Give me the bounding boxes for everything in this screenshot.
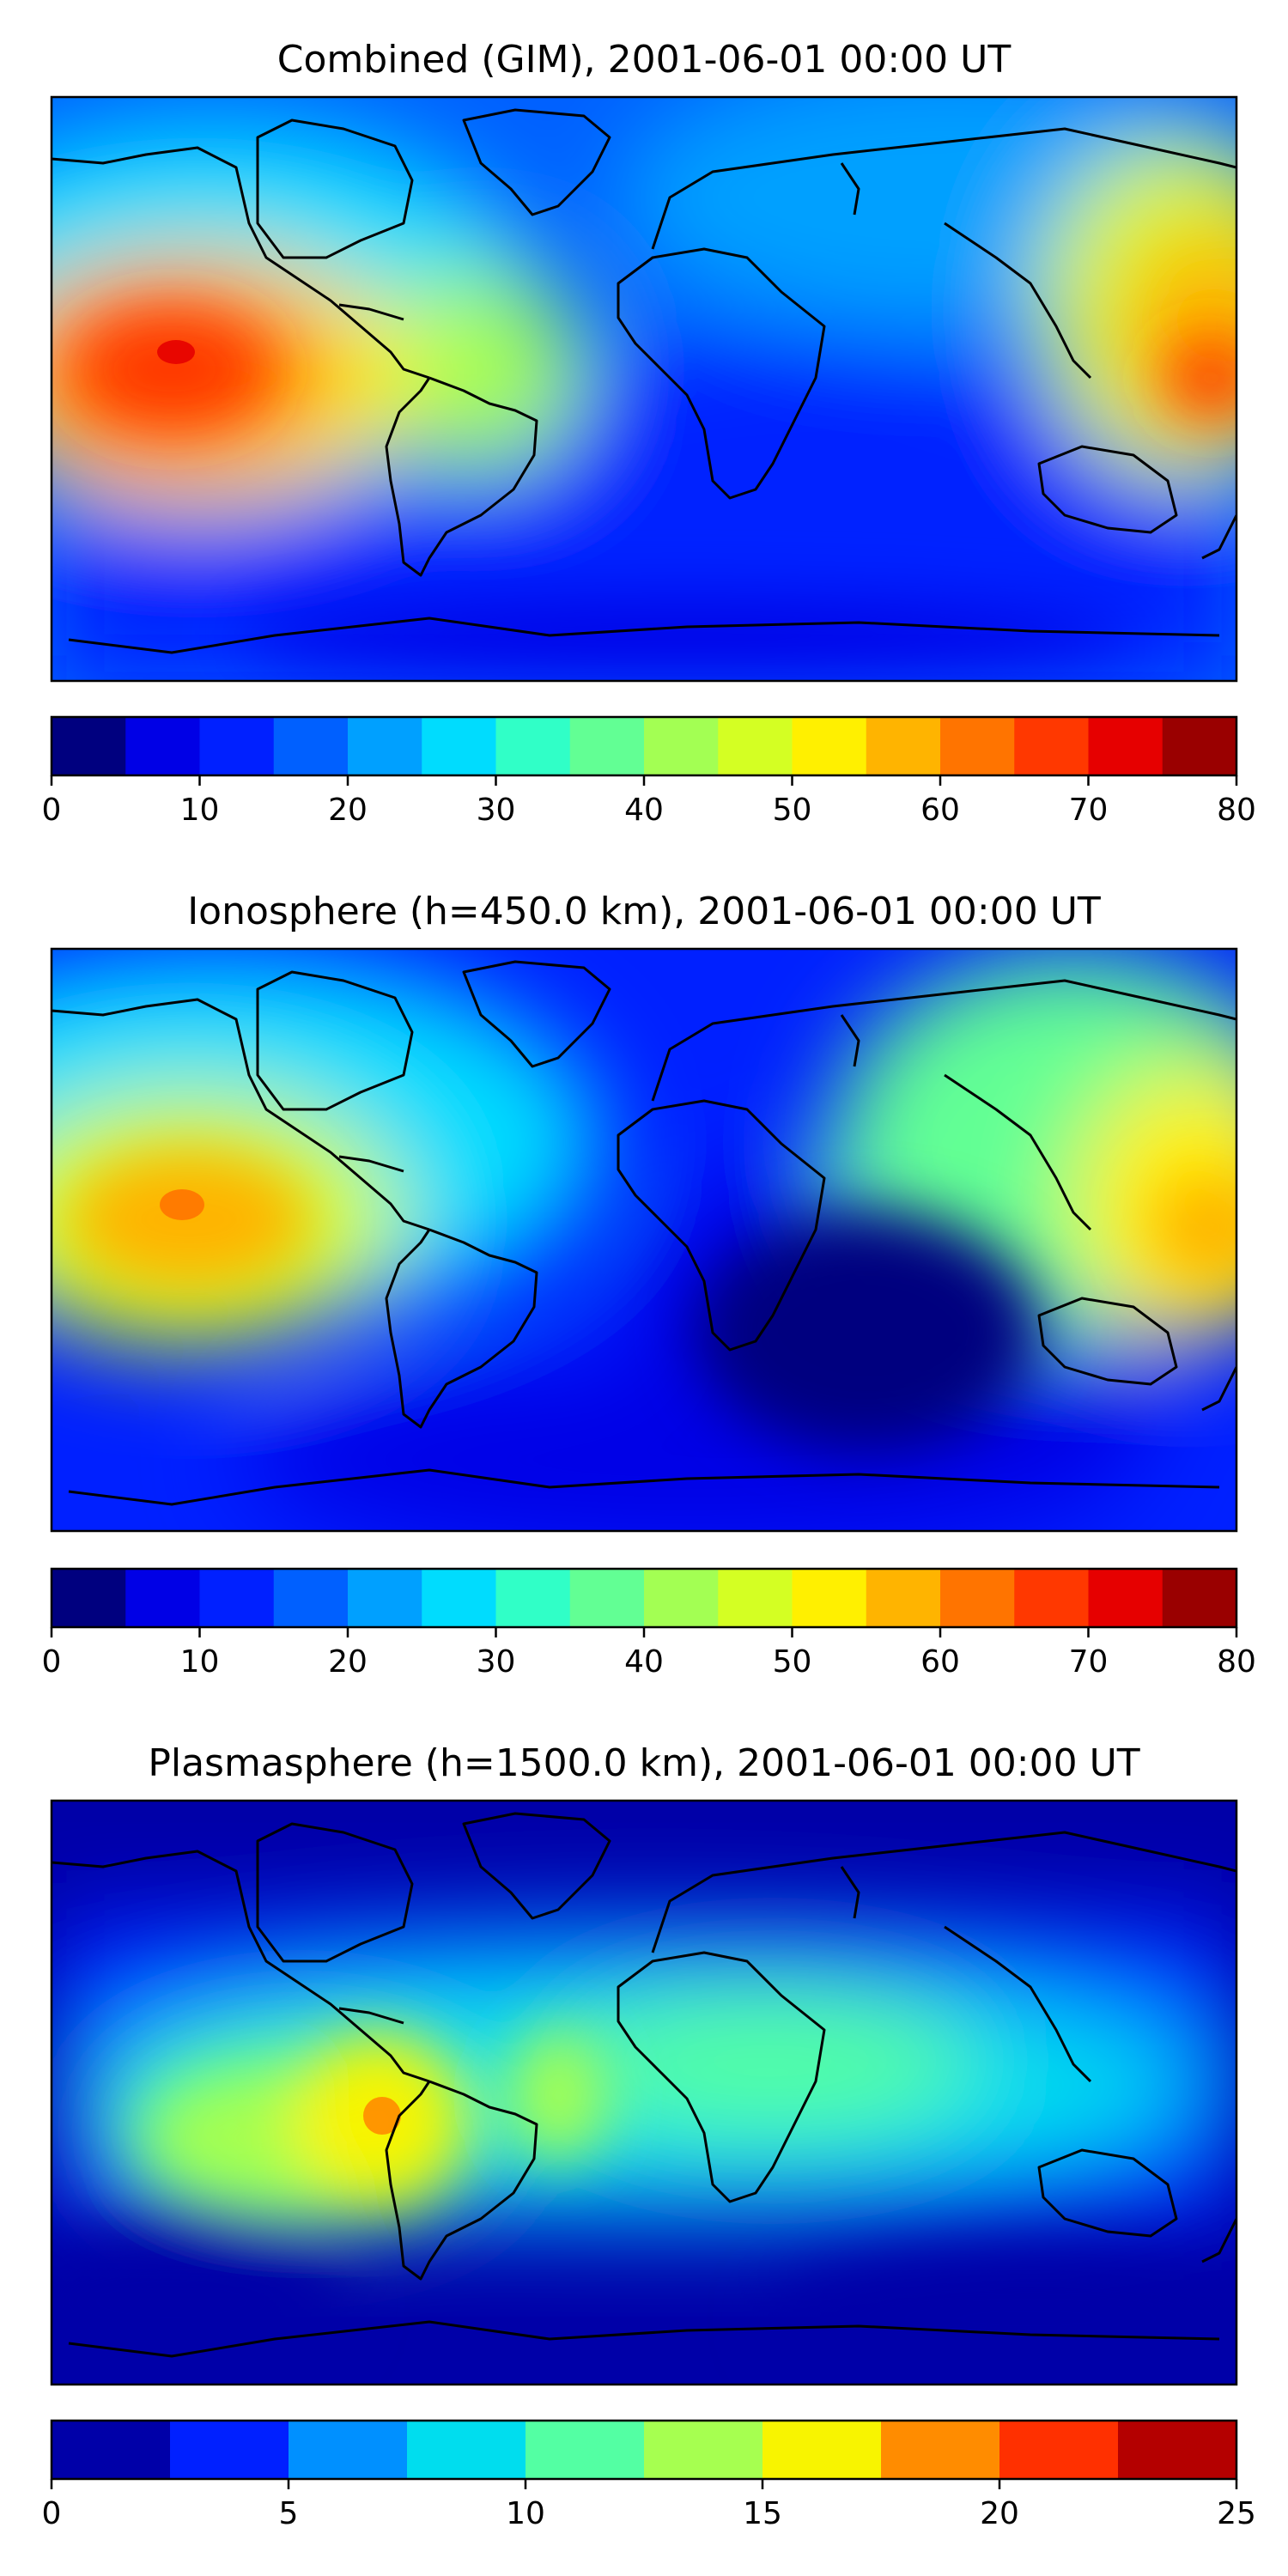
map-frame	[50, 95, 1238, 683]
colorbar-segment	[792, 717, 867, 775]
colorbar-tick-label: 70	[1069, 793, 1109, 828]
tec-field-combined	[52, 97, 1236, 681]
colorbar-segment	[348, 1569, 422, 1627]
colorbar-segment	[273, 1569, 349, 1627]
colorbar-tick-label: 0	[42, 2496, 62, 2531]
colorbar-segment	[881, 2421, 1000, 2479]
colorbar-tick-label: 50	[773, 793, 812, 828]
colorbar-segment	[52, 1569, 126, 1627]
colorbar-segment	[52, 2421, 171, 2479]
colorbar-segment	[718, 717, 793, 775]
coastlines	[52, 1812, 1236, 2358]
panel-ionosphere: Ionosphere (h=450.0 km), 2001-06-01 00:0…	[42, 890, 1256, 1680]
colorbar-segment	[348, 717, 422, 775]
colorbar-tick-label: 60	[920, 1644, 960, 1680]
colorbar-tick-label: 5	[279, 2496, 299, 2531]
coastlines	[52, 108, 1236, 654]
colorbar-tick-label: 10	[180, 1644, 220, 1680]
colorbar-plasmasphere: 0 5 10 15 20 25	[42, 2419, 1256, 2531]
colorbar-segment	[170, 2421, 289, 2479]
colorbar-tick-label: 40	[624, 1644, 664, 1680]
colorbar-segment	[1088, 1569, 1163, 1627]
colorbar-tick-label: 80	[1217, 793, 1256, 828]
colorbar-segment	[495, 1569, 571, 1627]
panel-combined: Combined (GIM), 2001-06-01 00:00 UT	[42, 38, 1256, 828]
colorbar-segment	[526, 2421, 645, 2479]
colorbar-tick-label: 50	[773, 1644, 812, 1680]
coastlines	[52, 960, 1236, 1506]
colorbar-segment	[125, 717, 201, 775]
colorbar-segment	[940, 717, 1015, 775]
colorbar-segment	[866, 1569, 941, 1627]
colorbar-segment	[125, 1569, 201, 1627]
colorbar-tick-label: 20	[980, 2496, 1019, 2531]
colorbar-segment	[1014, 717, 1090, 775]
colorbar-segment	[422, 717, 497, 775]
colorbar-segment	[199, 717, 275, 775]
tec-field-ionosphere	[52, 953, 1236, 1531]
colorbar-tick-label: 0	[42, 793, 62, 828]
colorbar-tick-label: 10	[506, 2496, 545, 2531]
colorbar-segment	[866, 717, 941, 775]
colorbar-segment	[718, 1569, 793, 1627]
panel-title-plasmasphere: Plasmasphere (h=1500.0 km), 2001-06-01 0…	[148, 1741, 1139, 1785]
colorbar-segment	[1162, 717, 1237, 775]
panel-plasmasphere: Plasmasphere (h=1500.0 km), 2001-06-01 0…	[42, 1741, 1256, 2531]
colorbar-segment	[1014, 1569, 1090, 1627]
panel-title-combined: Combined (GIM), 2001-06-01 00:00 UT	[277, 38, 1012, 82]
colorbar-tick-label: 30	[477, 793, 516, 828]
colorbar-segment	[289, 2421, 408, 2479]
colorbar-segment	[407, 2421, 526, 2479]
map-frame	[50, 1799, 1238, 2386]
colorbar-segment	[1088, 717, 1163, 775]
colorbar-segment	[999, 2421, 1119, 2479]
colorbar-segment	[199, 1569, 275, 1627]
colorbar-combined: 0 10 20 30 40 50 60 70 80	[42, 715, 1256, 828]
colorbar-tick-label: 30	[477, 1644, 516, 1680]
colorbar-segment	[644, 2421, 763, 2479]
map-ionosphere	[52, 949, 1236, 1531]
map-frame	[50, 947, 1238, 1533]
colorbar-segment	[422, 1569, 497, 1627]
map-combined	[52, 97, 1236, 681]
colorbar-tick-label: 80	[1217, 1644, 1256, 1680]
colorbar-tick-label: 25	[1217, 2496, 1256, 2531]
colorbar-tick-label: 40	[624, 793, 664, 828]
colorbar-segment	[569, 1569, 645, 1627]
colorbar-frame	[50, 2419, 1238, 2481]
colorbar-segment	[644, 717, 719, 775]
map-plasmasphere	[52, 1801, 1236, 2385]
colorbar-segment	[569, 717, 645, 775]
colorbar-segment	[762, 2421, 882, 2479]
colorbar-segment	[644, 1569, 719, 1627]
colorbar-segment	[273, 717, 349, 775]
colorbar-segment	[792, 1569, 867, 1627]
colorbar-tick-label: 15	[743, 2496, 782, 2531]
panel-title-ionosphere: Ionosphere (h=450.0 km), 2001-06-01 00:0…	[187, 890, 1101, 933]
colorbar-tick-label: 0	[42, 1644, 62, 1680]
colorbar-segment	[1162, 1569, 1237, 1627]
colorbar-tick-label: 10	[180, 793, 220, 828]
colorbar-segment	[940, 1569, 1015, 1627]
colorbar-tick-label: 20	[328, 1644, 368, 1680]
colorbar-segment	[52, 717, 126, 775]
colorbar-ionosphere: 0 10 20 30 40 50 60 70 80	[42, 1567, 1256, 1680]
colorbar-segment	[495, 717, 571, 775]
colorbar-tick-label: 20	[328, 793, 368, 828]
colorbar-segment	[1118, 2421, 1237, 2479]
colorbar-tick-label: 70	[1069, 1644, 1109, 1680]
colorbar-tick-label: 60	[920, 793, 960, 828]
